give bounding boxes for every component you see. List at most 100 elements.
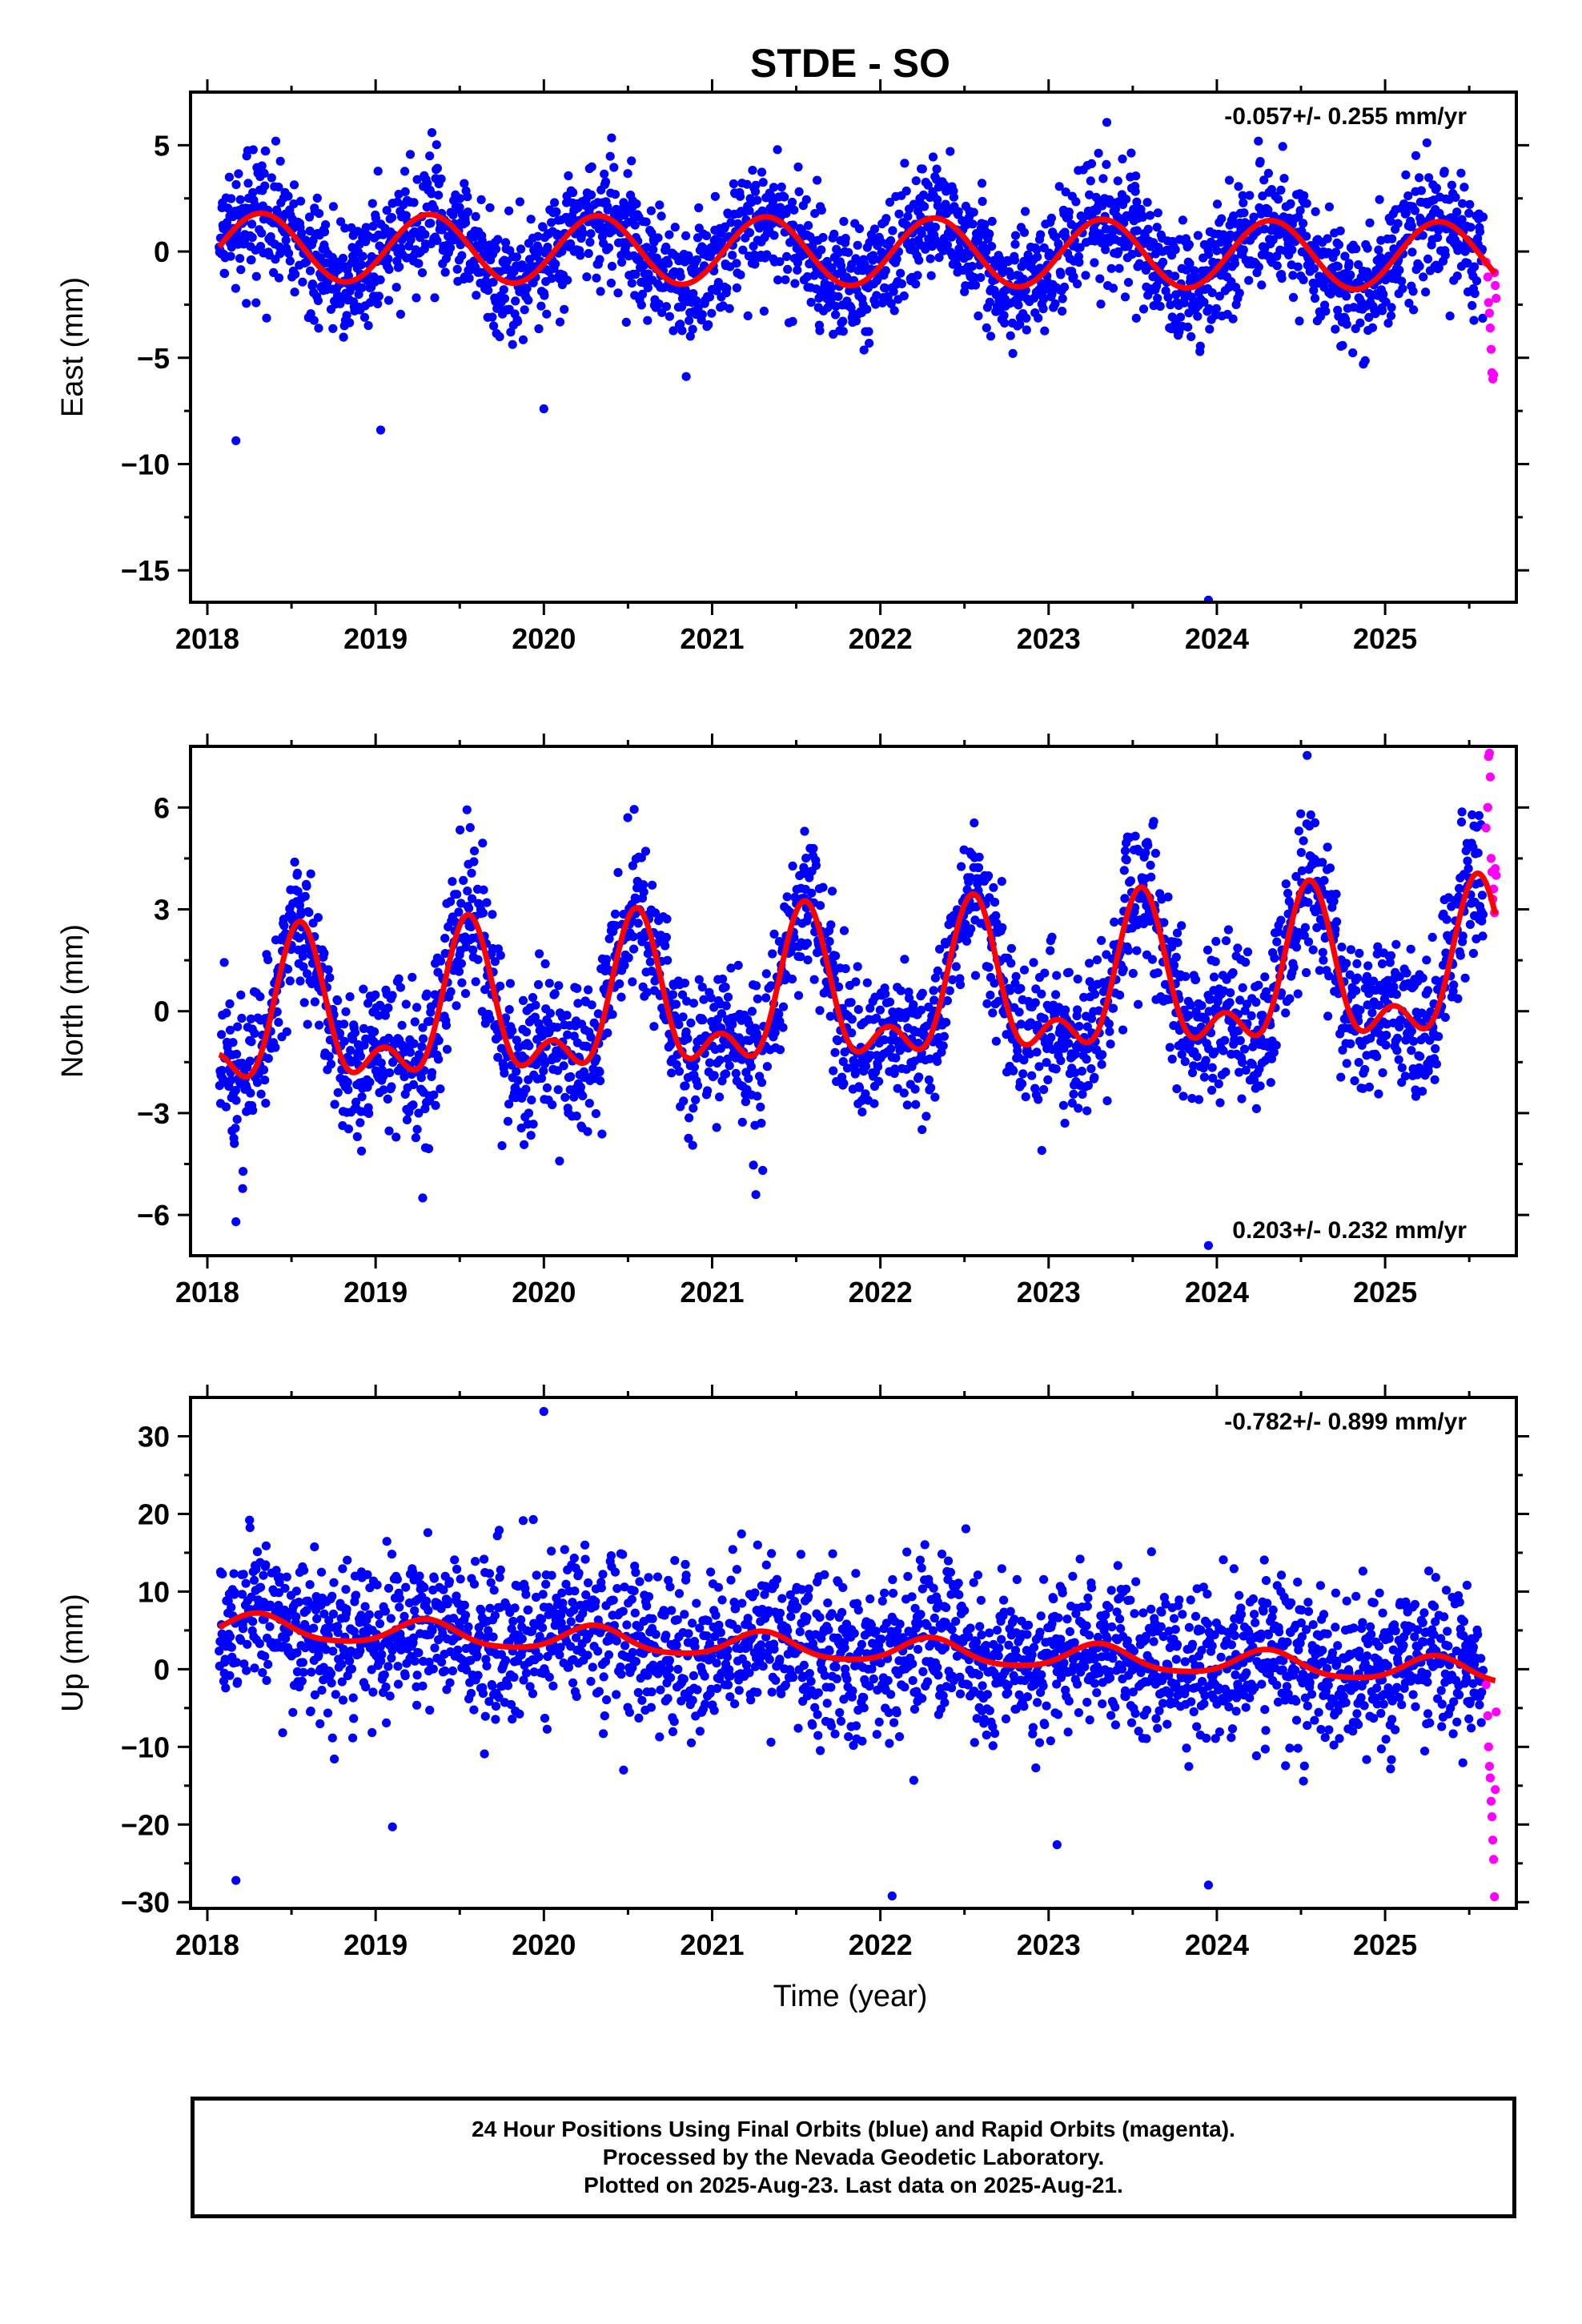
final-point <box>1186 1000 1195 1010</box>
rapid-point <box>1489 370 1499 380</box>
final-point <box>371 213 380 223</box>
final-point <box>1086 1014 1097 1023</box>
final-point <box>1263 168 1273 178</box>
final-point <box>1016 1019 1026 1029</box>
final-point <box>436 1084 445 1094</box>
final-point <box>1325 863 1335 873</box>
final-point <box>1276 915 1286 925</box>
final-point <box>1293 989 1303 999</box>
final-point <box>496 981 505 991</box>
final-point <box>685 1113 694 1123</box>
final-point <box>1070 1049 1080 1059</box>
final-point <box>1132 226 1142 235</box>
final-point <box>217 1030 227 1039</box>
final-point <box>889 287 898 296</box>
final-point <box>669 326 678 336</box>
final-point <box>1170 245 1180 255</box>
final-point <box>364 1108 374 1118</box>
rapid-point <box>1485 324 1495 333</box>
final-point <box>1453 994 1463 1003</box>
final-point <box>869 224 880 234</box>
final-point <box>616 992 626 1002</box>
final-point <box>460 989 471 999</box>
final-point <box>283 964 293 974</box>
final-point <box>1013 1046 1022 1055</box>
final-point <box>1180 1057 1190 1067</box>
final-point <box>793 265 802 275</box>
final-point <box>591 1109 601 1119</box>
final-point <box>1071 197 1081 207</box>
final-point <box>437 225 447 235</box>
final-point <box>1416 186 1426 195</box>
x-tick-label: 2018 <box>175 622 239 655</box>
final-point <box>677 326 687 336</box>
final-point <box>1463 856 1472 866</box>
final-point <box>375 275 385 284</box>
final-point <box>803 955 813 965</box>
final-point <box>1395 1022 1404 1031</box>
final-point <box>1303 898 1313 907</box>
final-point <box>1235 1068 1244 1077</box>
final-point <box>275 156 285 166</box>
final-point <box>1324 971 1334 981</box>
final-point <box>741 1097 751 1107</box>
final-point <box>383 1094 392 1104</box>
final-point <box>929 986 938 995</box>
final-point <box>553 1085 563 1095</box>
final-point <box>412 175 422 184</box>
final-point <box>1085 959 1094 968</box>
final-point <box>536 1073 547 1084</box>
final-point <box>247 219 257 229</box>
final-point <box>408 1100 418 1110</box>
final-point <box>811 861 821 870</box>
final-point <box>1334 240 1343 250</box>
final-point <box>1204 304 1214 314</box>
final-point <box>1211 957 1220 967</box>
final-point <box>463 207 473 217</box>
final-point <box>753 994 762 1003</box>
final-point <box>518 335 528 344</box>
final-point <box>1229 211 1239 221</box>
final-point <box>766 981 776 991</box>
final-point <box>802 939 813 948</box>
final-point <box>526 1131 536 1140</box>
final-point <box>446 243 456 252</box>
final-point <box>1094 148 1103 158</box>
final-point <box>1016 983 1026 993</box>
final-point <box>1224 175 1235 185</box>
final-point <box>260 1076 270 1085</box>
final-point <box>886 299 896 308</box>
final-point <box>236 265 246 275</box>
final-point <box>681 1027 691 1037</box>
final-point <box>296 196 306 206</box>
final-point <box>881 214 891 223</box>
final-point <box>854 1083 865 1092</box>
final-point <box>1470 288 1480 299</box>
final-point <box>974 852 984 862</box>
final-point <box>1114 263 1124 273</box>
final-point <box>524 1041 534 1051</box>
final-point <box>1038 304 1048 314</box>
final-point <box>1401 208 1411 218</box>
final-point <box>715 1092 725 1102</box>
final-point <box>560 1092 570 1102</box>
final-point <box>606 278 616 288</box>
final-point <box>1006 959 1016 968</box>
final-point <box>1019 1055 1029 1065</box>
final-point <box>693 304 703 313</box>
final-point <box>1407 1046 1416 1055</box>
final-point <box>1404 299 1414 308</box>
final-point <box>427 1068 437 1077</box>
final-point <box>1106 263 1116 273</box>
final-point <box>868 233 877 243</box>
final-point <box>825 937 834 947</box>
final-point <box>471 977 480 987</box>
final-point <box>246 1014 255 1023</box>
final-point <box>312 193 322 203</box>
final-point <box>1098 174 1108 183</box>
final-point <box>1269 1047 1279 1057</box>
plot-frame <box>189 745 1518 1257</box>
final-point <box>967 262 977 271</box>
y-tick-label: −5 <box>137 342 170 375</box>
final-point <box>463 887 472 896</box>
